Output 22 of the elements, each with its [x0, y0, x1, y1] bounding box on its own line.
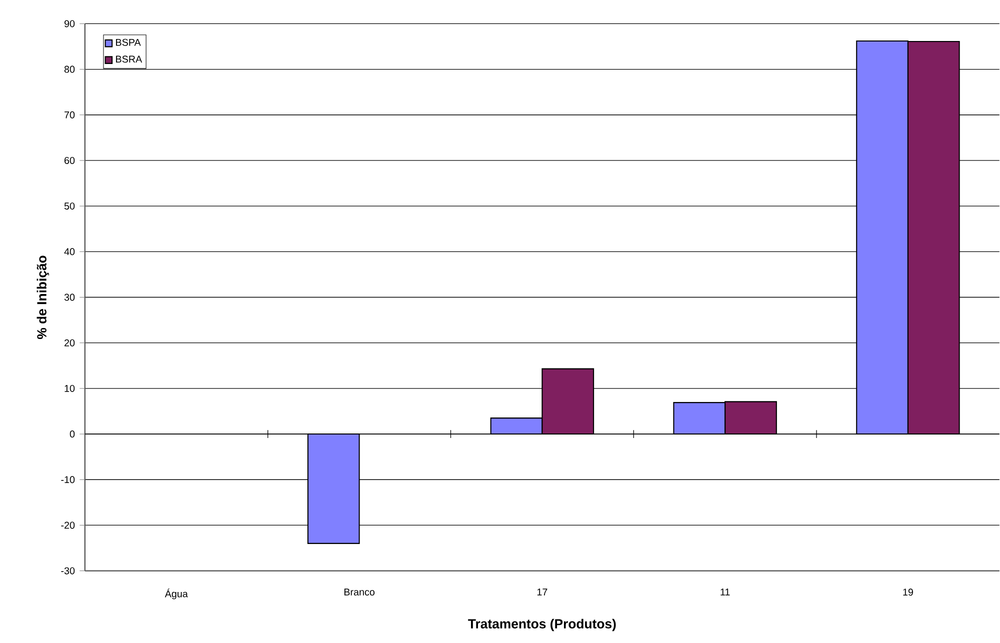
y-tick-label: 60 — [64, 157, 75, 164]
x-tick-label: 11 — [720, 588, 730, 596]
legend-label: BSRA — [116, 56, 142, 63]
legend-label: BSPA — [116, 38, 141, 46]
y-tick-label: -10 — [61, 476, 75, 484]
y-tick-label: 70 — [64, 111, 75, 118]
y-tick-label: 30 — [64, 294, 75, 301]
y-tick-label: -30 — [61, 567, 75, 574]
x-axis-title: Tratamentos (Produtos) — [468, 618, 616, 632]
y-tick-label: 20 — [64, 339, 75, 346]
y-tick-label: 90 — [64, 20, 75, 28]
x-tick-label: 17 — [537, 588, 548, 596]
y-tick-label: 10 — [64, 384, 75, 392]
y-tick-label: -20 — [61, 522, 75, 529]
y-tick-label: 40 — [64, 248, 75, 256]
y-axis-title: % de Inibição — [36, 256, 50, 340]
y-tick-label: 50 — [64, 202, 75, 210]
x-tick-label: Água — [164, 588, 188, 600]
y-tick-label: 0 — [70, 430, 75, 438]
y-tick-label: 80 — [64, 66, 75, 73]
x-tick-label: 19 — [903, 588, 913, 596]
x-tick-label: Branco — [344, 588, 375, 596]
